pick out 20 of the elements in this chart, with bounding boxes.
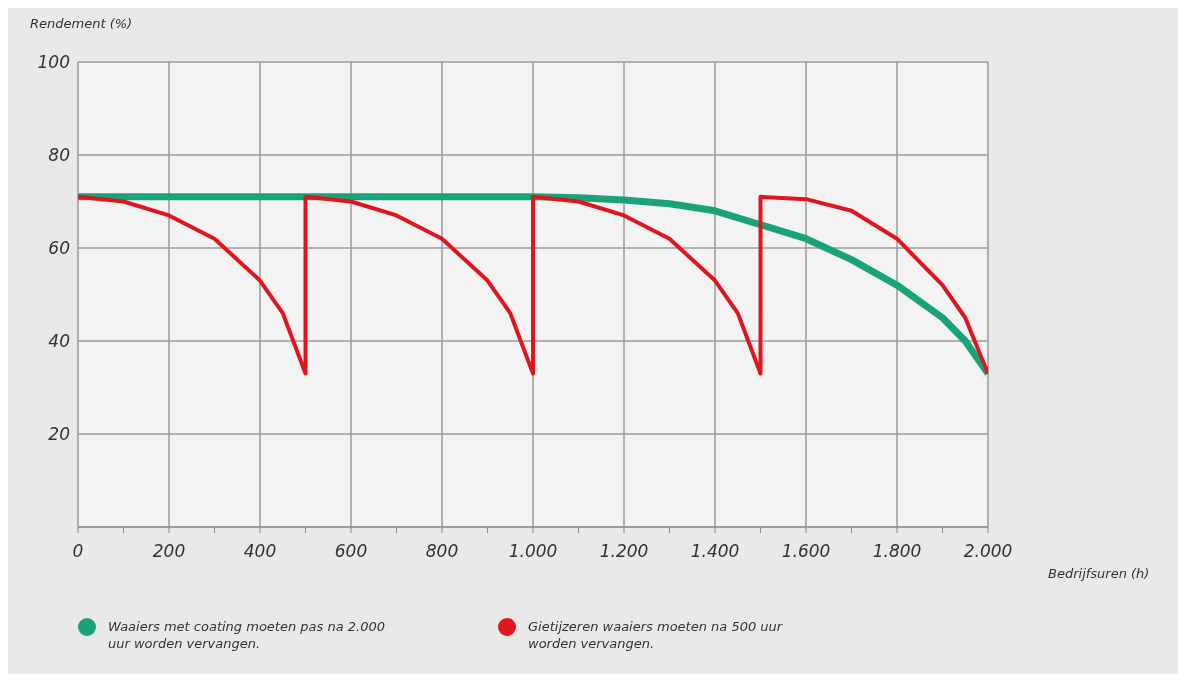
x-tick-label: 400 [243, 541, 277, 562]
legend-label: Waaiers met coating moeten pas na 2.000 uur worden vervangen. [108, 618, 386, 652]
x-tick-label: 1.600 [781, 541, 831, 562]
x-tick-label: 2.000 [963, 541, 1013, 562]
y-axis-title: Rendement (%) [30, 16, 133, 31]
legend-label: Gietijzeren waaiers moeten na 500 uur worden vervangen. [528, 618, 784, 652]
y-tick-label: 40 [48, 331, 70, 352]
y-tick-label: 100 [37, 52, 70, 73]
y-tick-label: 60 [48, 238, 70, 259]
x-tick-label: 1.200 [599, 541, 649, 562]
x-tick-label: 200 [152, 541, 186, 562]
y-tick-label: 80 [48, 145, 70, 166]
x-tick-label: 1.000 [508, 541, 558, 562]
x-tick-label: 0 [72, 541, 84, 562]
y-tick-label: 20 [48, 424, 70, 445]
x-tick-label: 800 [425, 541, 459, 562]
x-tick-label: 600 [334, 541, 368, 562]
x-axis-title: Bedrijfsuren (h) [1048, 566, 1150, 581]
x-tick-label: 1.800 [872, 541, 922, 562]
x-tick-label: 1.400 [690, 541, 740, 562]
